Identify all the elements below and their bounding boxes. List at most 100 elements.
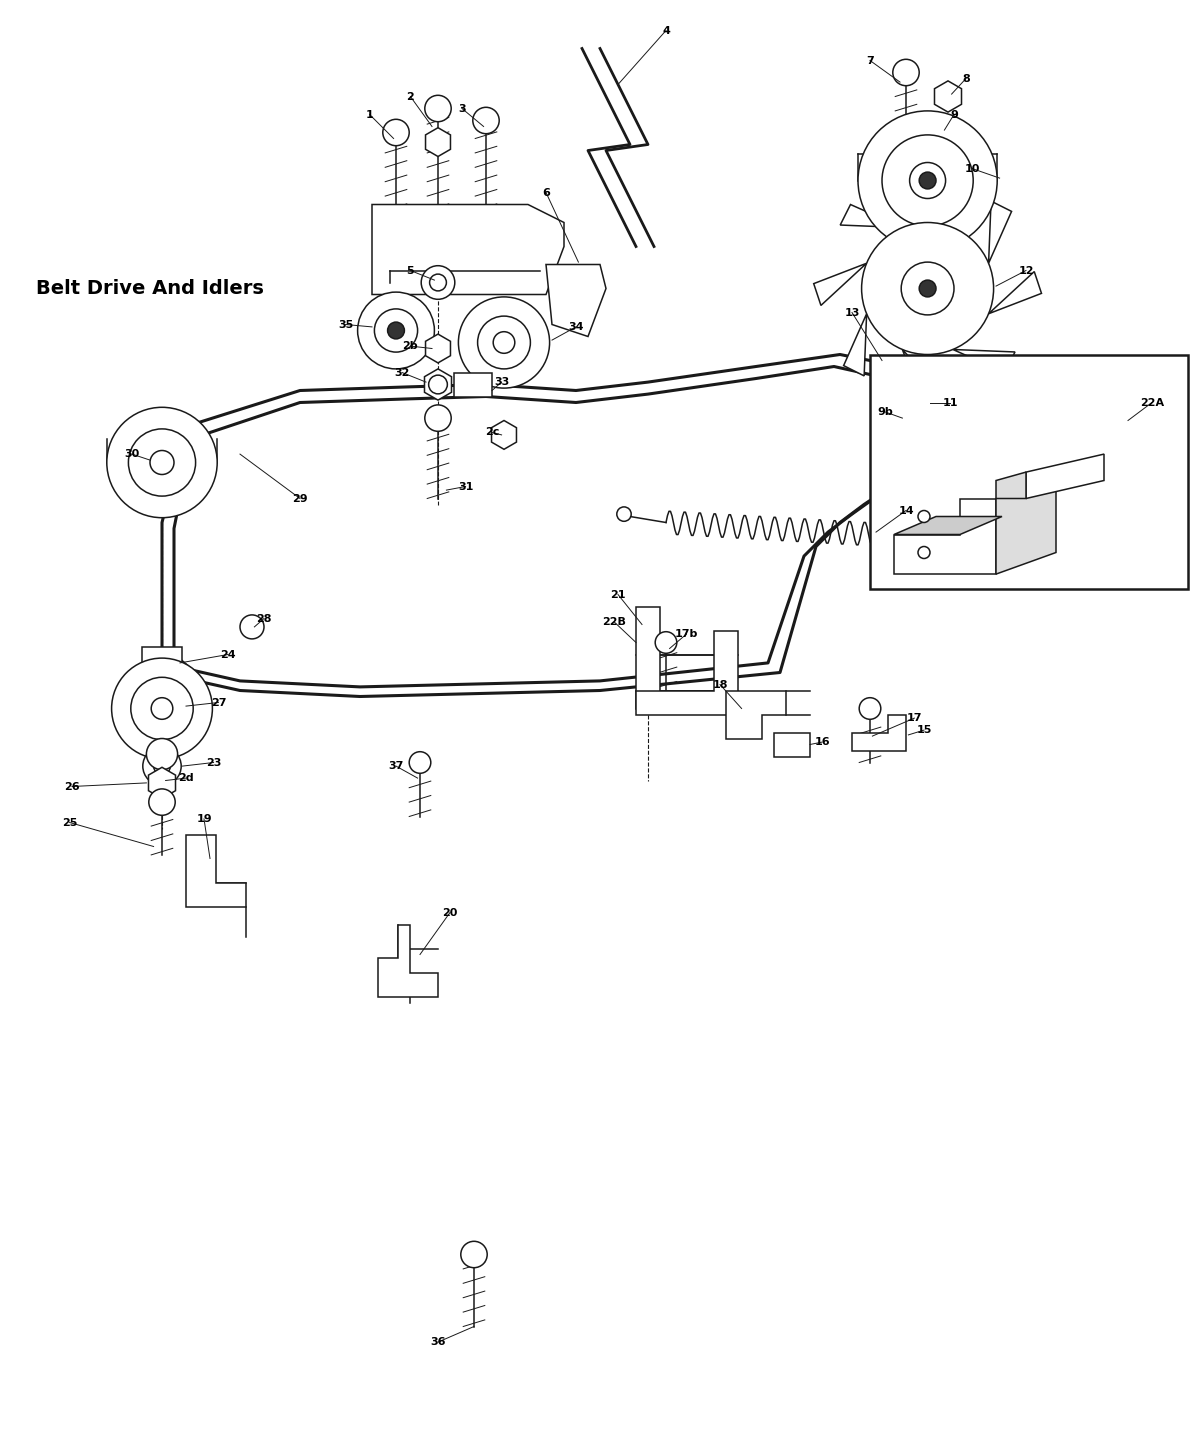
Text: 15: 15 bbox=[917, 725, 931, 735]
Bar bbox=[454, 373, 492, 396]
Text: 17: 17 bbox=[907, 713, 922, 723]
Polygon shape bbox=[726, 690, 786, 739]
Polygon shape bbox=[911, 174, 953, 227]
Text: 2d: 2d bbox=[178, 773, 194, 783]
Circle shape bbox=[151, 697, 173, 719]
Circle shape bbox=[149, 789, 175, 816]
Circle shape bbox=[146, 739, 178, 770]
Circle shape bbox=[655, 632, 677, 653]
Text: 11: 11 bbox=[943, 397, 958, 407]
Text: 37: 37 bbox=[389, 762, 403, 772]
Circle shape bbox=[107, 407, 217, 517]
Circle shape bbox=[128, 429, 196, 496]
Polygon shape bbox=[636, 630, 738, 714]
Polygon shape bbox=[774, 733, 810, 756]
Circle shape bbox=[374, 309, 418, 352]
Polygon shape bbox=[492, 420, 516, 449]
Circle shape bbox=[473, 107, 499, 134]
Circle shape bbox=[240, 614, 264, 639]
Circle shape bbox=[882, 134, 973, 226]
Polygon shape bbox=[426, 334, 450, 363]
Bar bbox=[870, 354, 1188, 589]
Text: 2c: 2c bbox=[485, 427, 499, 437]
Polygon shape bbox=[989, 201, 1012, 263]
Circle shape bbox=[428, 376, 448, 394]
Circle shape bbox=[493, 332, 515, 353]
Text: 32: 32 bbox=[395, 367, 409, 377]
Circle shape bbox=[425, 404, 451, 432]
Circle shape bbox=[918, 546, 930, 559]
Polygon shape bbox=[425, 369, 451, 400]
Text: 3: 3 bbox=[458, 103, 466, 113]
Text: 22B: 22B bbox=[602, 617, 626, 627]
Circle shape bbox=[918, 510, 930, 523]
Circle shape bbox=[430, 274, 446, 292]
Text: 1: 1 bbox=[366, 110, 373, 120]
Bar bbox=[142, 647, 182, 666]
Circle shape bbox=[919, 280, 936, 297]
Text: 6: 6 bbox=[542, 187, 550, 197]
Circle shape bbox=[154, 757, 170, 775]
Circle shape bbox=[425, 96, 451, 121]
Circle shape bbox=[901, 262, 954, 314]
Polygon shape bbox=[636, 606, 660, 709]
Circle shape bbox=[458, 297, 550, 389]
Text: 20: 20 bbox=[443, 907, 457, 917]
Text: 35: 35 bbox=[338, 320, 353, 330]
Text: 27: 27 bbox=[211, 697, 226, 707]
Circle shape bbox=[409, 752, 431, 773]
Circle shape bbox=[919, 171, 936, 189]
Polygon shape bbox=[372, 204, 564, 294]
Polygon shape bbox=[914, 117, 941, 149]
Text: 4: 4 bbox=[662, 26, 670, 36]
Polygon shape bbox=[893, 404, 919, 436]
Text: 22A: 22A bbox=[1140, 397, 1164, 407]
Circle shape bbox=[131, 677, 193, 740]
Circle shape bbox=[858, 111, 997, 250]
Circle shape bbox=[358, 292, 434, 369]
Text: 25: 25 bbox=[62, 817, 77, 827]
Polygon shape bbox=[894, 499, 996, 574]
Text: 9b: 9b bbox=[877, 407, 894, 417]
Polygon shape bbox=[996, 479, 1056, 574]
Polygon shape bbox=[378, 925, 438, 996]
Text: 23: 23 bbox=[206, 757, 221, 767]
Text: 13: 13 bbox=[845, 307, 859, 317]
Text: 31: 31 bbox=[458, 482, 473, 492]
Text: 14: 14 bbox=[898, 506, 914, 516]
Polygon shape bbox=[844, 314, 866, 376]
Text: 10: 10 bbox=[965, 163, 979, 173]
Circle shape bbox=[893, 59, 919, 86]
Text: 18: 18 bbox=[713, 680, 727, 690]
Text: 2: 2 bbox=[407, 91, 414, 101]
Circle shape bbox=[617, 507, 631, 522]
Text: Belt Drive And Idlers: Belt Drive And Idlers bbox=[36, 279, 264, 299]
Polygon shape bbox=[546, 264, 606, 336]
Text: 30: 30 bbox=[125, 449, 139, 459]
Text: 12: 12 bbox=[1019, 266, 1033, 276]
Text: 26: 26 bbox=[64, 782, 80, 792]
Polygon shape bbox=[902, 350, 944, 403]
Circle shape bbox=[150, 450, 174, 474]
Text: 5: 5 bbox=[407, 266, 414, 276]
Text: 17b: 17b bbox=[674, 629, 698, 639]
Text: 28: 28 bbox=[257, 613, 271, 623]
Polygon shape bbox=[953, 350, 1015, 373]
Circle shape bbox=[862, 223, 994, 354]
Polygon shape bbox=[989, 272, 1042, 314]
Circle shape bbox=[461, 1242, 487, 1268]
Text: 34: 34 bbox=[569, 322, 583, 332]
Text: 19: 19 bbox=[196, 815, 212, 825]
Text: 2b: 2b bbox=[402, 342, 419, 352]
Text: 33: 33 bbox=[494, 377, 509, 387]
Circle shape bbox=[421, 266, 455, 299]
Circle shape bbox=[143, 747, 181, 786]
Circle shape bbox=[388, 322, 404, 339]
Text: 29: 29 bbox=[292, 493, 308, 503]
Polygon shape bbox=[149, 767, 175, 799]
Polygon shape bbox=[1026, 454, 1104, 499]
Text: 21: 21 bbox=[611, 590, 625, 600]
Polygon shape bbox=[996, 472, 1026, 499]
Polygon shape bbox=[814, 263, 866, 306]
Polygon shape bbox=[840, 204, 902, 227]
